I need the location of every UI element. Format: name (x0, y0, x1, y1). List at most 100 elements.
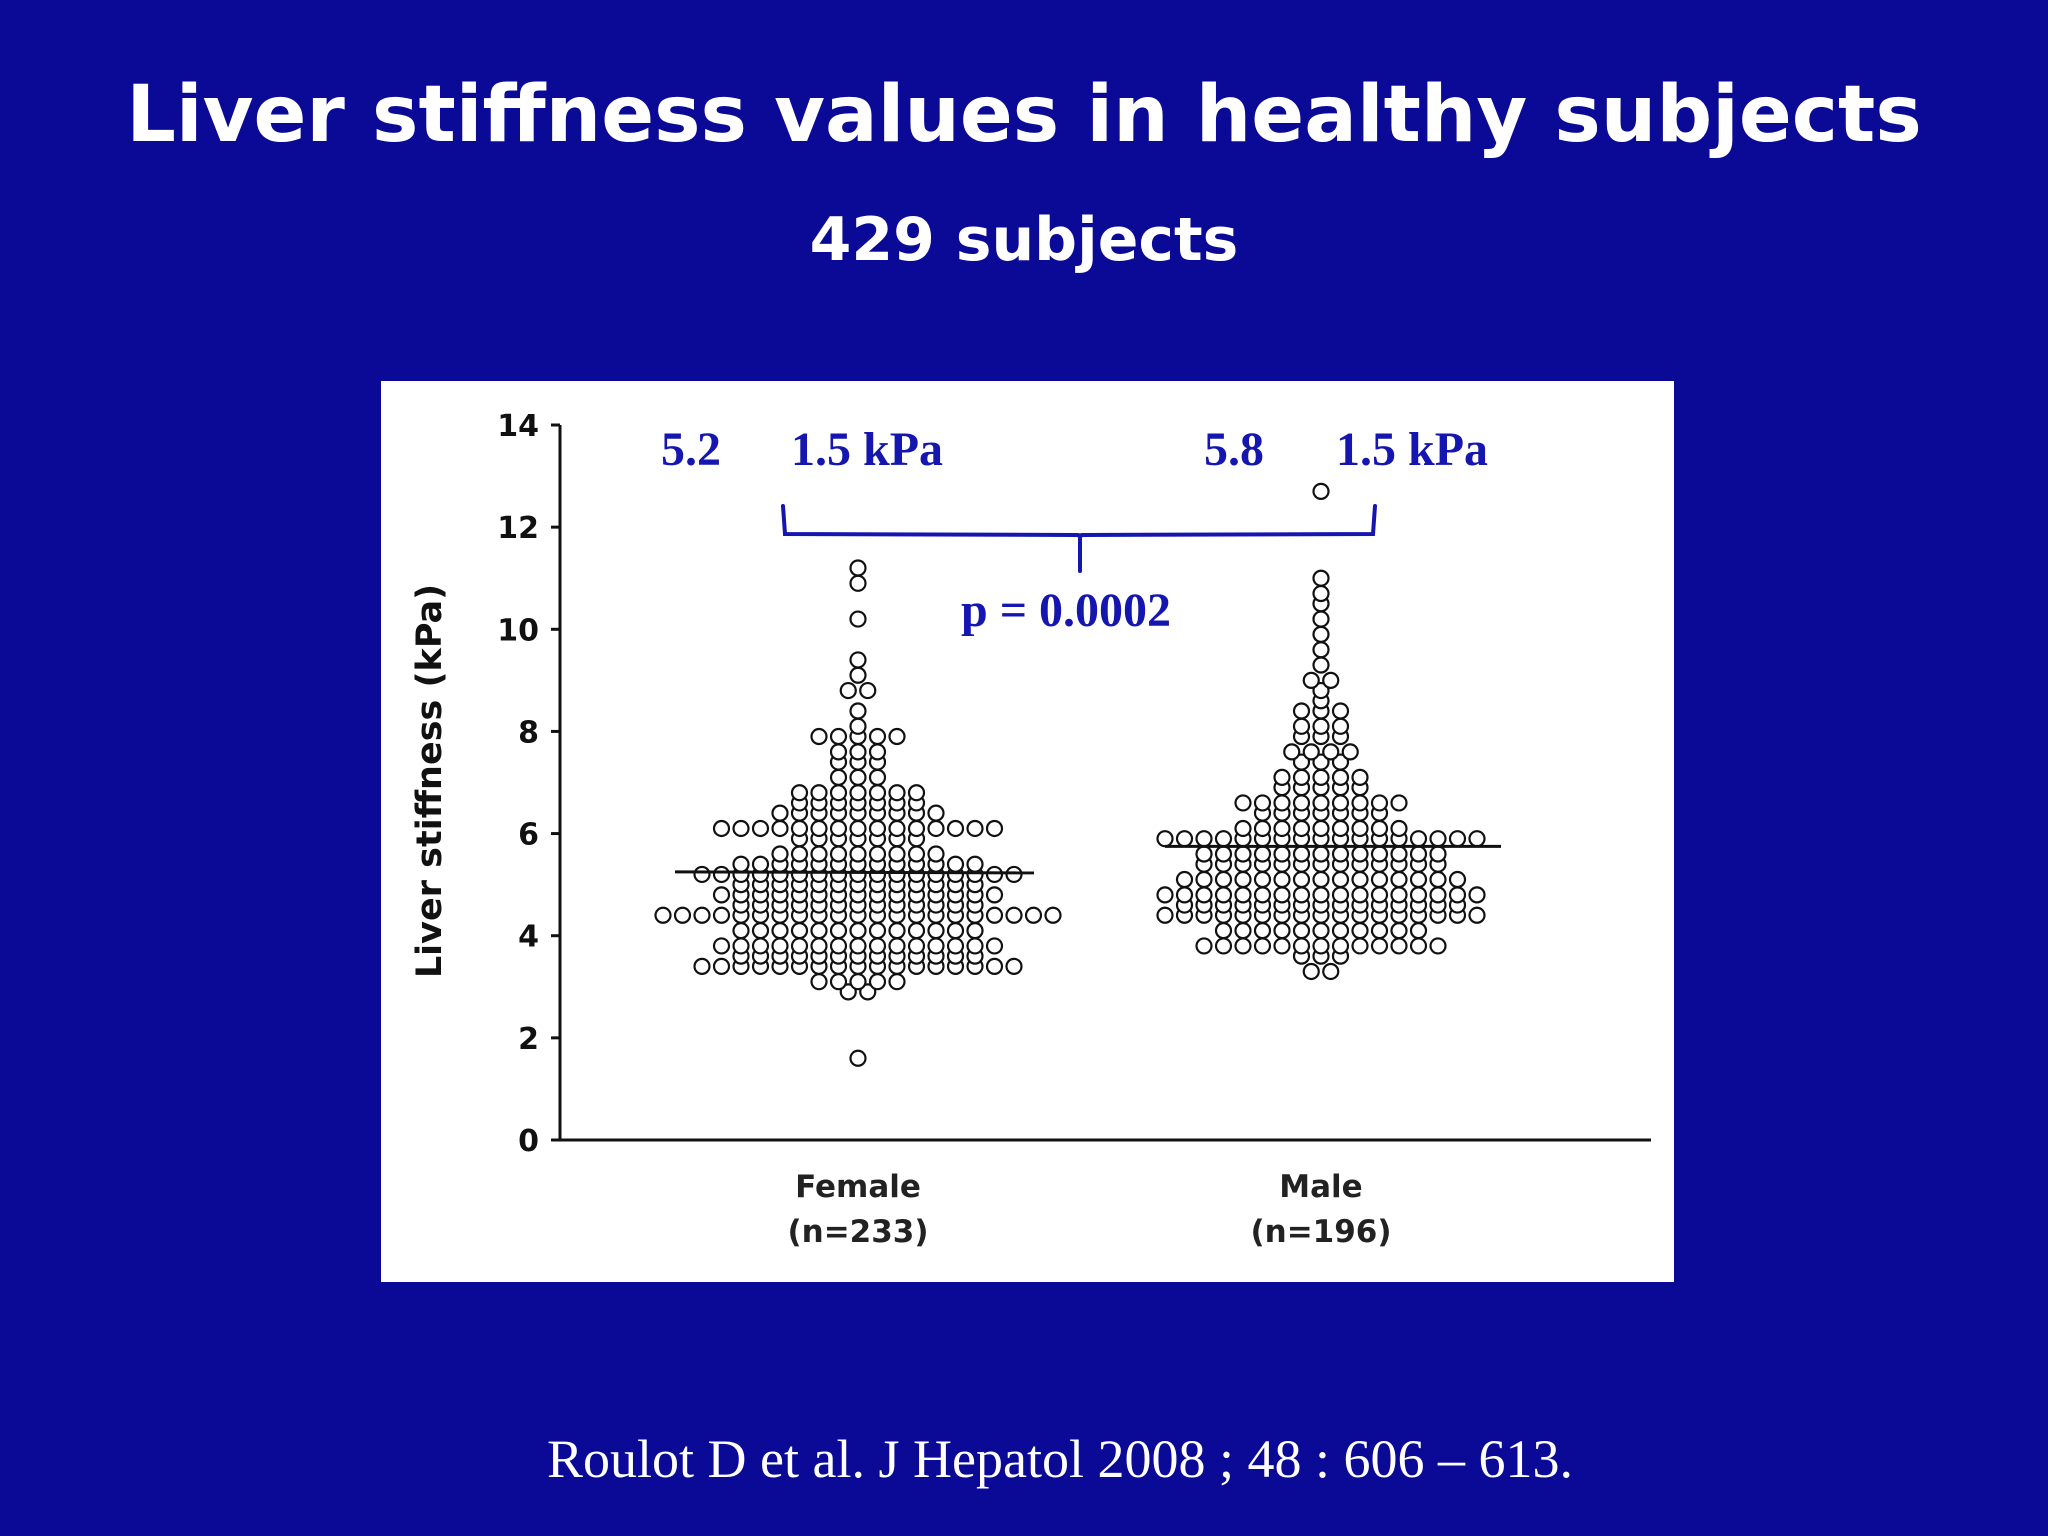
data-point-female (712, 937, 731, 955)
data-point-male (1273, 768, 1291, 786)
data-point-female (907, 784, 926, 802)
data-point-female (810, 784, 828, 802)
data-point-male (1341, 743, 1359, 761)
y-axis-label: Liver stiffness (kPa) (410, 584, 450, 978)
data-point-male (1312, 768, 1330, 786)
data-point-male (1468, 830, 1486, 848)
data-point-female (946, 922, 965, 940)
data-point-male (1331, 768, 1350, 786)
data-point-female (732, 922, 750, 940)
data-point-male (1390, 870, 1408, 889)
y-tick-label: 0 (518, 1124, 539, 1159)
data-point-female (1005, 865, 1023, 884)
data-point-female (751, 819, 770, 838)
data-point-male (1322, 671, 1340, 689)
data-point-female (849, 702, 867, 720)
category-n-male: (n=196) (1250, 1214, 1391, 1250)
y-tick-label: 6 (518, 818, 539, 853)
data-point-female (985, 957, 1004, 975)
data-point-male (1370, 937, 1389, 955)
data-point-female (888, 784, 906, 802)
data-point-male (1312, 886, 1330, 904)
data-point-male (1370, 922, 1389, 940)
data-point-male (1253, 819, 1272, 838)
data-point-male (1273, 937, 1291, 955)
data-point-female (771, 804, 789, 822)
data-point-male (1214, 937, 1233, 955)
data-point-female (771, 845, 789, 863)
data-point-male (1331, 922, 1350, 940)
data-point-female (985, 937, 1004, 955)
data-point-male (1331, 819, 1350, 838)
data-point-female (829, 922, 848, 940)
data-point-male (1312, 610, 1330, 628)
data-point-female (927, 845, 945, 863)
data-point-female (985, 819, 1004, 838)
slide-title: Liver stiffness values in healthy subjec… (126, 70, 1922, 160)
male-sd-label: 1.5 kPa (1336, 423, 1488, 476)
data-point-male (1409, 886, 1428, 904)
data-point-female (849, 651, 867, 669)
data-point-male (1351, 768, 1369, 786)
data-point-female (810, 937, 828, 955)
data-point-male (1429, 830, 1447, 848)
data-point-male (1312, 870, 1330, 889)
data-point-female (810, 845, 828, 863)
y-tick-label: 12 (497, 511, 539, 546)
data-point-female (927, 804, 945, 822)
data-point-male (1351, 937, 1369, 955)
data-point-male (1351, 922, 1369, 940)
data-point-male (1214, 830, 1233, 848)
data-point-female (849, 973, 867, 991)
data-point-female (829, 973, 848, 991)
data-point-female (985, 886, 1004, 904)
data-point-female (985, 906, 1004, 924)
data-point-male (1429, 845, 1447, 863)
data-point-female (868, 727, 887, 746)
data-point-male (1302, 671, 1320, 689)
data-point-female (907, 845, 926, 863)
data-point-male (1292, 922, 1311, 940)
female-mean-label: 5.2 (661, 423, 721, 476)
data-point-male (1292, 870, 1311, 889)
data-point-male (1312, 625, 1330, 643)
data-point-female (927, 819, 945, 838)
chart-panel: 0 2 4 6 8 10 12 14 Liver stiffness (kPa) Female… (381, 381, 1674, 1282)
data-point-female (732, 855, 750, 873)
data-point-female (673, 906, 692, 924)
data-point-female (829, 727, 848, 746)
slide-subtitle: 429 subjects (809, 205, 1239, 275)
data-point-male (1234, 870, 1252, 889)
data-point-male (1214, 922, 1233, 940)
data-point-male (1370, 870, 1389, 889)
data-point-male (1390, 937, 1408, 955)
data-point-male (1409, 922, 1428, 940)
data-point-male (1273, 922, 1291, 940)
data-point-male (1351, 819, 1369, 838)
data-point-female (849, 559, 867, 577)
y-tick-label: 10 (497, 613, 539, 648)
data-point-male (1448, 830, 1467, 848)
data-point-male (1312, 569, 1330, 587)
data-point-male (1331, 937, 1350, 955)
comparison-brace (781, 504, 1377, 573)
data-point-female (693, 865, 711, 884)
data-point-female (849, 784, 867, 802)
data-point-male (1175, 870, 1194, 889)
data-point-male (1234, 922, 1252, 940)
data-point-female (868, 819, 887, 838)
data-point-male (1253, 845, 1272, 863)
data-point-female (839, 681, 857, 700)
data-point-female (849, 610, 867, 628)
y-tick-label: 14 (497, 409, 539, 444)
data-point-female (946, 819, 965, 838)
data-point-female (654, 906, 672, 924)
data-point-female (888, 727, 906, 746)
data-point-female (985, 865, 1004, 884)
data-point-male (1253, 870, 1272, 889)
data-point-female (868, 845, 887, 863)
data-point-female (907, 922, 926, 940)
data-point-male (1370, 886, 1389, 904)
data-point-male (1468, 906, 1486, 924)
male-mean-label: 5.8 (1204, 423, 1264, 476)
